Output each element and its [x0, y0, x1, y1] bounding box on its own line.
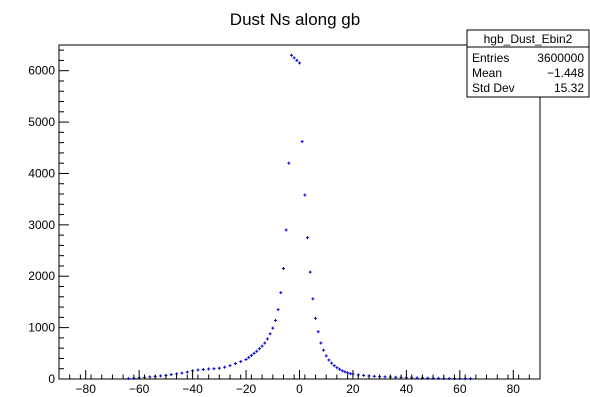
- data-point: [306, 236, 310, 240]
- data-point: [322, 348, 326, 352]
- x-tick-label: 80: [507, 382, 521, 396]
- y-axis: 0 1000 2000 3000 4000 5000 6000: [28, 49, 69, 386]
- data-point: [244, 357, 248, 361]
- data-point: [201, 367, 205, 371]
- stats-box-frame: [466, 29, 590, 98]
- y-tick-label: 3000: [28, 218, 55, 232]
- x-tick-label: 40: [400, 382, 414, 396]
- data-point: [469, 377, 473, 381]
- data-point: [212, 367, 216, 371]
- data-point: [207, 367, 211, 371]
- data-point: [169, 373, 173, 377]
- stats-entries-label: Entries: [472, 51, 509, 65]
- stats-entries-value: 3600000: [537, 51, 584, 65]
- data-point: [271, 326, 275, 330]
- data-point: [281, 267, 285, 271]
- chart-title: Dust Ns along gb: [230, 10, 360, 29]
- data-point: [252, 351, 256, 355]
- data-point: [311, 297, 315, 301]
- data-point: [249, 353, 253, 357]
- data-point: [426, 376, 430, 380]
- data-point: [383, 375, 387, 379]
- data-point: [239, 360, 243, 364]
- data-point: [228, 364, 232, 368]
- stats-box: hgb_Dust_Ebin2 Entries 3600000 Mean −1.4…: [466, 29, 590, 98]
- data-point: [126, 376, 130, 380]
- data-point: [447, 376, 451, 380]
- data-point: [372, 374, 376, 378]
- x-tick-label: −40: [182, 382, 203, 396]
- data-point: [276, 308, 280, 312]
- data-point: [223, 365, 227, 369]
- data-point: [260, 344, 264, 348]
- data-point: [284, 228, 288, 232]
- x-tick-label: −20: [236, 382, 257, 396]
- y-tick-label: 0: [48, 372, 55, 386]
- data-point: [436, 376, 440, 380]
- data-point: [415, 376, 419, 380]
- data-point: [362, 373, 366, 377]
- data-point: [287, 161, 291, 165]
- y-tick-label: 6000: [28, 64, 55, 78]
- data-point: [185, 370, 189, 374]
- data-point: [265, 337, 269, 341]
- x-tick-label: −80: [76, 382, 97, 396]
- data-point: [346, 371, 350, 375]
- data-point: [319, 341, 323, 345]
- data-point: [233, 362, 237, 366]
- data-point: [279, 291, 283, 295]
- data-point: [148, 375, 152, 379]
- data-point: [348, 372, 352, 376]
- x-tick-label: 0: [296, 382, 303, 396]
- data-point: [303, 193, 307, 197]
- data-point: [300, 140, 304, 144]
- stats-mean-label: Mean: [472, 66, 502, 80]
- x-axis: −80 −60 −40 −20 0 20 40 60 80: [58, 370, 541, 396]
- data-point: [217, 366, 221, 370]
- data-points: [126, 53, 473, 381]
- data-point: [268, 332, 272, 336]
- data-point: [289, 53, 293, 57]
- data-point: [330, 361, 334, 365]
- data-point: [295, 58, 299, 62]
- data-point: [338, 367, 342, 371]
- data-point: [255, 349, 259, 353]
- data-point: [343, 370, 347, 374]
- data-point: [263, 341, 267, 345]
- y-tick-label: 4000: [28, 166, 55, 180]
- data-point: [298, 61, 301, 65]
- y-tick-label: 1000: [28, 321, 55, 335]
- data-point: [332, 364, 336, 368]
- data-point: [273, 318, 277, 322]
- data-point: [196, 368, 200, 372]
- stats-stddev-value: 15.32: [554, 81, 584, 95]
- stats-box-title: hgb_Dust_Ebin2: [484, 32, 573, 46]
- data-point: [316, 330, 320, 334]
- data-point: [257, 347, 261, 351]
- data-point: [308, 270, 312, 274]
- stats-stddev-label: Std Dev: [472, 81, 515, 95]
- x-tick-label: 60: [453, 382, 467, 396]
- data-point: [159, 374, 163, 378]
- data-point: [394, 375, 398, 379]
- data-point: [314, 316, 318, 320]
- data-point: [247, 355, 251, 359]
- data-point: [335, 366, 339, 370]
- data-point: [340, 369, 344, 373]
- data-point: [324, 354, 328, 358]
- data-point: [327, 358, 331, 362]
- data-point: [180, 371, 184, 375]
- x-tick-label: −60: [129, 382, 150, 396]
- y-tick-label: 2000: [28, 269, 55, 283]
- x-tick-label: 20: [346, 382, 360, 396]
- y-tick-label: 5000: [28, 115, 55, 129]
- data-point: [292, 56, 296, 60]
- stats-mean-value: −1.448: [547, 66, 584, 80]
